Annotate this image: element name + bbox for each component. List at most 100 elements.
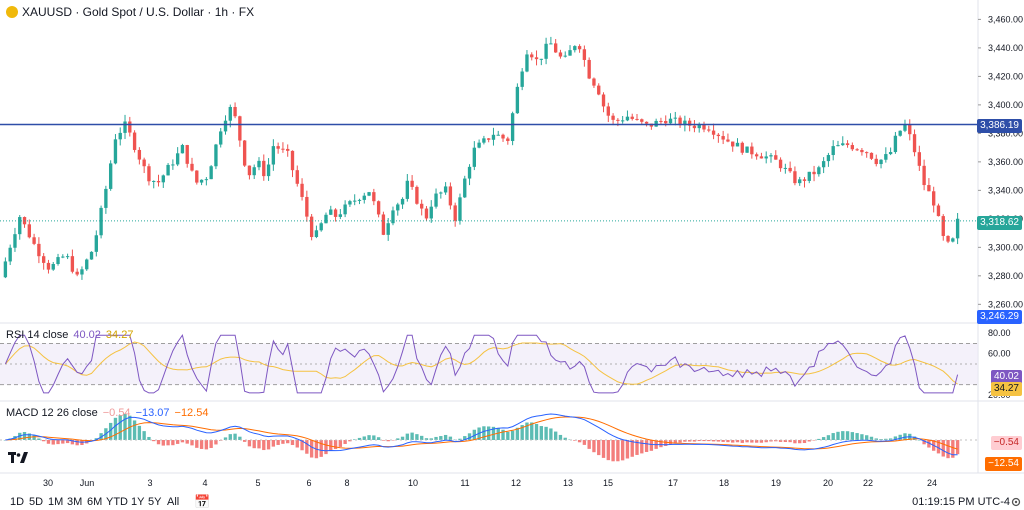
candle-body (917, 152, 922, 166)
timeframe-all-button[interactable]: All (167, 496, 180, 508)
candle-body (539, 58, 543, 60)
macd-hist-bar (731, 440, 735, 443)
timeframe-ytd-button[interactable]: YTD (106, 496, 128, 508)
timeframe-3m-button[interactable]: 3M (67, 496, 83, 508)
macd-hist-bar (195, 440, 199, 448)
macd-hist-bar (750, 440, 754, 443)
macd-hist-bar (582, 440, 587, 445)
macd-hist-bar (874, 438, 878, 440)
macd-hist-bar (735, 440, 740, 443)
candle-body (357, 199, 362, 201)
candle-body (635, 118, 639, 120)
candle-body (128, 121, 132, 133)
macd-hist-bar (553, 431, 558, 440)
rsi-ma-line (5, 341, 958, 385)
timeframe-5d-button[interactable]: 5D (29, 496, 44, 508)
calendar-icon[interactable]: 📅 (194, 494, 211, 509)
time-axis-label: 30 (43, 478, 53, 488)
candle-body (247, 165, 252, 176)
macd-hist-bar (70, 440, 75, 445)
time-axis-label: 6 (306, 478, 311, 488)
symbol-title: XAUUSD · Gold Spot / U.S. Dollar · 1h · … (22, 5, 255, 19)
timeframe-1y-button[interactable]: 1Y (131, 496, 145, 508)
candle-body (238, 116, 242, 141)
candle-body (501, 134, 505, 139)
low-price-badge: 3,246.29 (977, 310, 1022, 324)
candle-body (46, 262, 51, 270)
candle-body (118, 132, 122, 140)
macd-hist-bar (286, 440, 290, 444)
macd-hist-bar (458, 438, 462, 440)
candle-body (209, 166, 213, 180)
candle-body (807, 171, 811, 181)
macd-hist-bar (687, 440, 692, 442)
tradingview-logo-icon[interactable] (8, 452, 28, 464)
macd-hist-bar (635, 440, 639, 455)
candle-body (558, 52, 563, 57)
candle-body (630, 116, 634, 119)
candle-body (467, 166, 472, 179)
rsi-tick-label: 60.00 (988, 349, 1011, 359)
candle-body (515, 86, 520, 114)
candle-body (108, 163, 113, 189)
time-axis-label: Jun (80, 478, 95, 488)
candle-body (783, 167, 788, 169)
timeframe-6m-button[interactable]: 6M (87, 496, 103, 508)
candle-body (802, 179, 807, 181)
macd-hist-bar (764, 440, 768, 443)
macd-hist-bar (252, 440, 256, 449)
macd-hist-bar (625, 440, 630, 459)
macd-hist-bar (128, 415, 132, 440)
candle-body (410, 180, 414, 187)
candle-body (946, 235, 950, 242)
candle-body (199, 179, 204, 183)
candle-body (908, 124, 912, 135)
candle-body (893, 135, 898, 153)
macd-title: MACD 12 26 close (6, 407, 98, 419)
macd-hist-bar (400, 436, 405, 440)
candle-body (309, 216, 314, 238)
candle-body (951, 238, 955, 242)
macd-hist-bar (56, 440, 60, 445)
rsi-badge: 40.02 (990, 370, 1022, 384)
macd-hist-bar (601, 440, 606, 458)
macd-hist-bar (630, 440, 634, 457)
chart-canvas[interactable]: 3,460.00 3,440.00 3,420.00 3,400.00 3,380.00… (0, 0, 1024, 493)
macd-hist-bar (362, 436, 366, 440)
macd-hist-bar (209, 440, 213, 448)
candle-body (778, 159, 783, 169)
macd-hist-bar (539, 426, 543, 440)
macd-hist-bar (577, 440, 582, 443)
candle-body (874, 158, 878, 165)
macd-hist-bar (640, 440, 644, 454)
macd-hist-bar (530, 422, 534, 440)
candle-body (166, 164, 170, 176)
macd-hist-bar (448, 436, 453, 440)
macd-hist-bar (204, 440, 209, 450)
candle-body (242, 140, 247, 166)
macd-hist-bar (247, 440, 252, 447)
rsi-line (4, 334, 959, 394)
candle-body (348, 201, 352, 205)
timeframe-5y-button[interactable]: 5Y (148, 496, 162, 508)
settings-gear-icon[interactable] (1011, 497, 1021, 507)
macd-hist-bar (668, 440, 673, 445)
clock-readout[interactable]: 01:19:15 PM UTC-4 (912, 496, 1010, 508)
candle-body (152, 180, 156, 182)
candle-body (534, 57, 539, 60)
candle-body (305, 196, 309, 217)
candle-body (51, 264, 55, 270)
macd-hist-bar (391, 440, 395, 441)
candle-body (228, 106, 232, 121)
timeframe-1m-button[interactable]: 1M (48, 496, 64, 508)
candle-body (132, 132, 137, 150)
macd-hist-bar (807, 440, 811, 442)
candle-body (405, 180, 410, 199)
rsi-legend: RSI 14 close 40.02 34.27 (6, 329, 138, 341)
time-axis-label: 22 (863, 478, 873, 488)
candle-body (175, 153, 180, 165)
macd-hist-bar (46, 440, 51, 444)
candle-body (573, 46, 577, 51)
candle-body (381, 214, 386, 235)
timeframe-1d-button[interactable]: 1D (10, 496, 25, 508)
